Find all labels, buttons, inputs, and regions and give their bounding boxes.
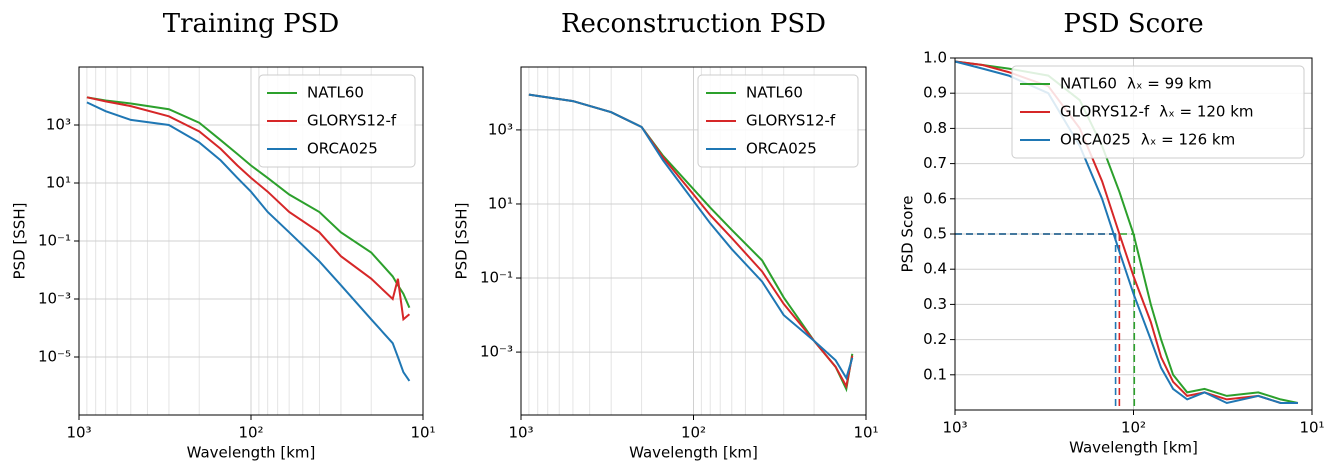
legend-label: NATL60 [1060, 75, 1117, 93]
legend-label: NATL60 [746, 84, 803, 102]
y-tick-label: 10³ [46, 116, 71, 134]
y-tick-label: 0.4 [923, 260, 947, 278]
y-tick-label: 0.5 [923, 225, 947, 243]
y-tick-label: 10⁻⁵ [38, 348, 71, 366]
y-tick-label: 10⁻³ [480, 343, 513, 361]
x-tick-label: 10¹ [1299, 419, 1324, 437]
y-tick-label: 0.6 [923, 189, 947, 207]
y-tick-label: 10³ [488, 120, 513, 138]
legend-label: NATL60 [307, 84, 364, 102]
y-tick-label: 10⁻¹ [480, 269, 513, 287]
subplot: PSD Score 10³ 10² 10¹ 0.1 0.2 0.3 0.4 0.5 0.6 0.7 0… [899, 9, 1325, 457]
legend-resolution: λₓ = 120 km [1159, 103, 1253, 121]
legend-resolution: λₓ = 99 km [1127, 75, 1212, 93]
legend-label: ORCA025 [1060, 131, 1131, 149]
y-axis-label: PSD Score [899, 196, 917, 273]
y-axis-label: PSD [SSH] [453, 203, 471, 280]
y-tick-label: 0.1 [923, 365, 947, 383]
axes-frame [954, 57, 1313, 411]
series-line [86, 96, 411, 322]
legend-box [697, 74, 859, 168]
legend-label: GLORYS12-f [307, 112, 397, 130]
y-tick-label: 0.8 [923, 119, 947, 137]
x-tick-label: 10¹ [410, 424, 435, 442]
legend-label: GLORYS12-f [746, 112, 836, 130]
series-line [86, 96, 411, 309]
subplot: Reconstruction PSD 10³ 10² 10¹ 10³ 10¹ 10⁻¹ 10⁻… [453, 9, 879, 462]
subplot-title: PSD Score [1063, 9, 1203, 39]
legend-box [1011, 65, 1305, 159]
y-tick-label: 1.0 [923, 49, 947, 67]
legend-label: ORCA025 [746, 140, 817, 158]
x-axis-label: Wavelength [km] [1069, 439, 1198, 457]
x-tick-label: 10¹ [853, 424, 878, 442]
x-tick-label: 10³ [508, 424, 533, 442]
axes-frame [78, 66, 424, 416]
y-tick-label: 10¹ [488, 194, 513, 212]
y-tick-label: 10⁻¹ [38, 232, 71, 250]
series-line [528, 93, 854, 381]
y-tick-label: 0.7 [923, 154, 947, 172]
x-tick-label: 10³ [66, 424, 91, 442]
axes-frame [520, 66, 867, 416]
legend: NATL60 GLORYS12-f ORCA025 [258, 74, 416, 168]
subplot-title: Training PSD [163, 9, 339, 39]
legend-resolution: λₓ = 126 km [1141, 131, 1235, 149]
subplot: Training PSD 10³ 10² 10¹ 10³ 10¹ 10⁻¹ 10⁻³ 10⁻⁵ W… [11, 9, 436, 462]
legend: NATL60 GLORYS12-f ORCA025 [697, 74, 859, 168]
y-tick-label: 0.2 [923, 330, 947, 348]
y-tick-label: 10¹ [46, 174, 71, 192]
x-axis-label: Wavelength [km] [629, 444, 758, 462]
legend-box [258, 74, 416, 168]
x-tick-label: 10² [238, 424, 263, 442]
y-tick-label: 0.9 [923, 84, 947, 102]
x-axis-label: Wavelength [km] [187, 444, 316, 462]
x-tick-label: 10² [1121, 419, 1146, 437]
x-tick-label: 10³ [942, 419, 967, 437]
x-tick-label: 10² [681, 424, 706, 442]
series-line [86, 101, 411, 382]
subplot-title: Reconstruction PSD [561, 9, 826, 39]
y-axis-label: PSD [SSH] [11, 203, 29, 280]
legend: NATL60 λₓ = 99 km GLORYS12-f λₓ = 120 km ORC… [1011, 65, 1305, 159]
legend-label: ORCA025 [307, 140, 378, 158]
y-tick-label: 10⁻³ [38, 290, 71, 308]
y-tick-label: 0.3 [923, 295, 947, 313]
legend-label: GLORYS12-f [1060, 103, 1150, 121]
